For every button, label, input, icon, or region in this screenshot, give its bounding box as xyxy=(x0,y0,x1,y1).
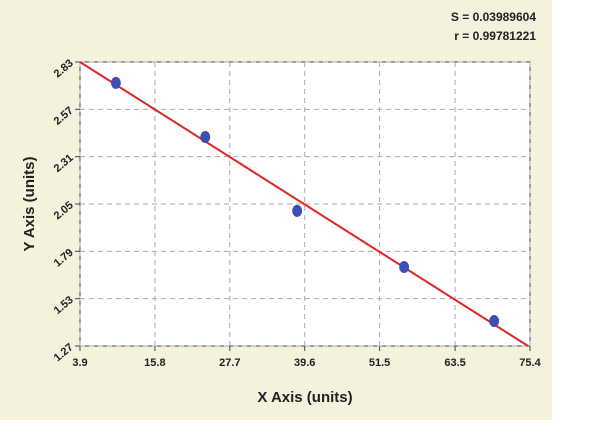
x-tick-label: 75.4 xyxy=(519,357,541,369)
fit-line xyxy=(79,61,529,347)
x-tick-label: 27.7 xyxy=(219,357,240,369)
x-tick-label: 63.5 xyxy=(444,357,465,369)
x-tick-label: 51.5 xyxy=(369,357,390,369)
data-point xyxy=(399,260,410,273)
stat-r: r = 0.99781221 xyxy=(454,29,536,43)
data-point xyxy=(489,315,500,328)
y-axis-title: Y Axis (units) xyxy=(21,156,38,251)
x-tick-label: 3.9 xyxy=(72,357,87,369)
x-tick-label: 15.8 xyxy=(144,357,165,369)
x-tick-label: 39.6 xyxy=(294,357,315,369)
data-point xyxy=(110,76,121,89)
x-axis-title: X Axis (units) xyxy=(257,389,352,406)
data-point xyxy=(292,204,303,217)
stat-s: S = 0.03989604 xyxy=(451,10,536,24)
data-point xyxy=(200,131,211,144)
